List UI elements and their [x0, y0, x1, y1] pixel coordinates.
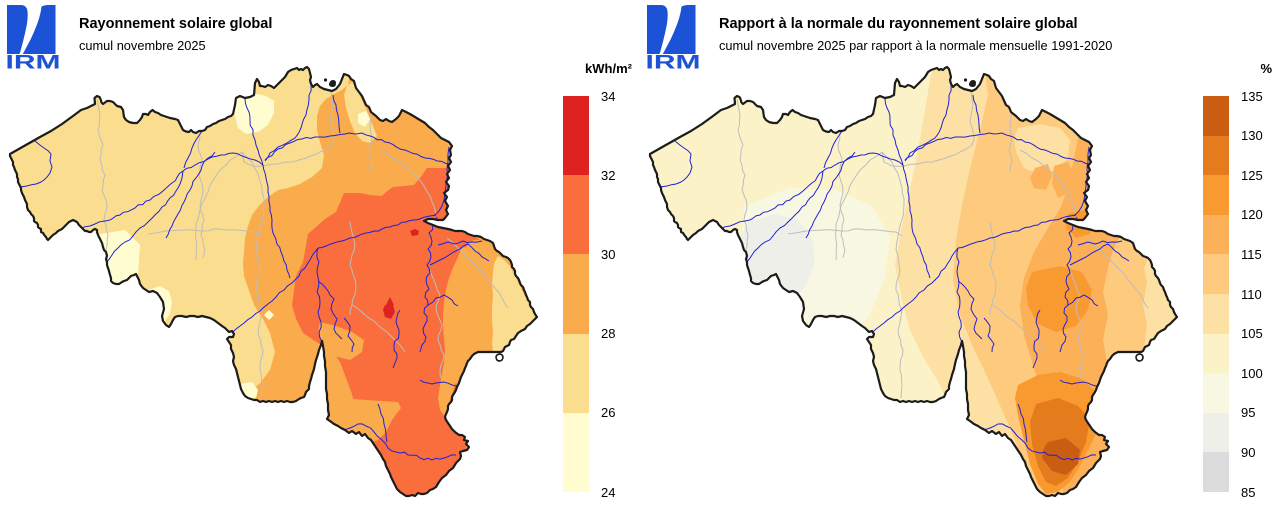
svg-text:IRM: IRM — [647, 53, 701, 72]
svg-text:IRM: IRM — [7, 53, 61, 72]
